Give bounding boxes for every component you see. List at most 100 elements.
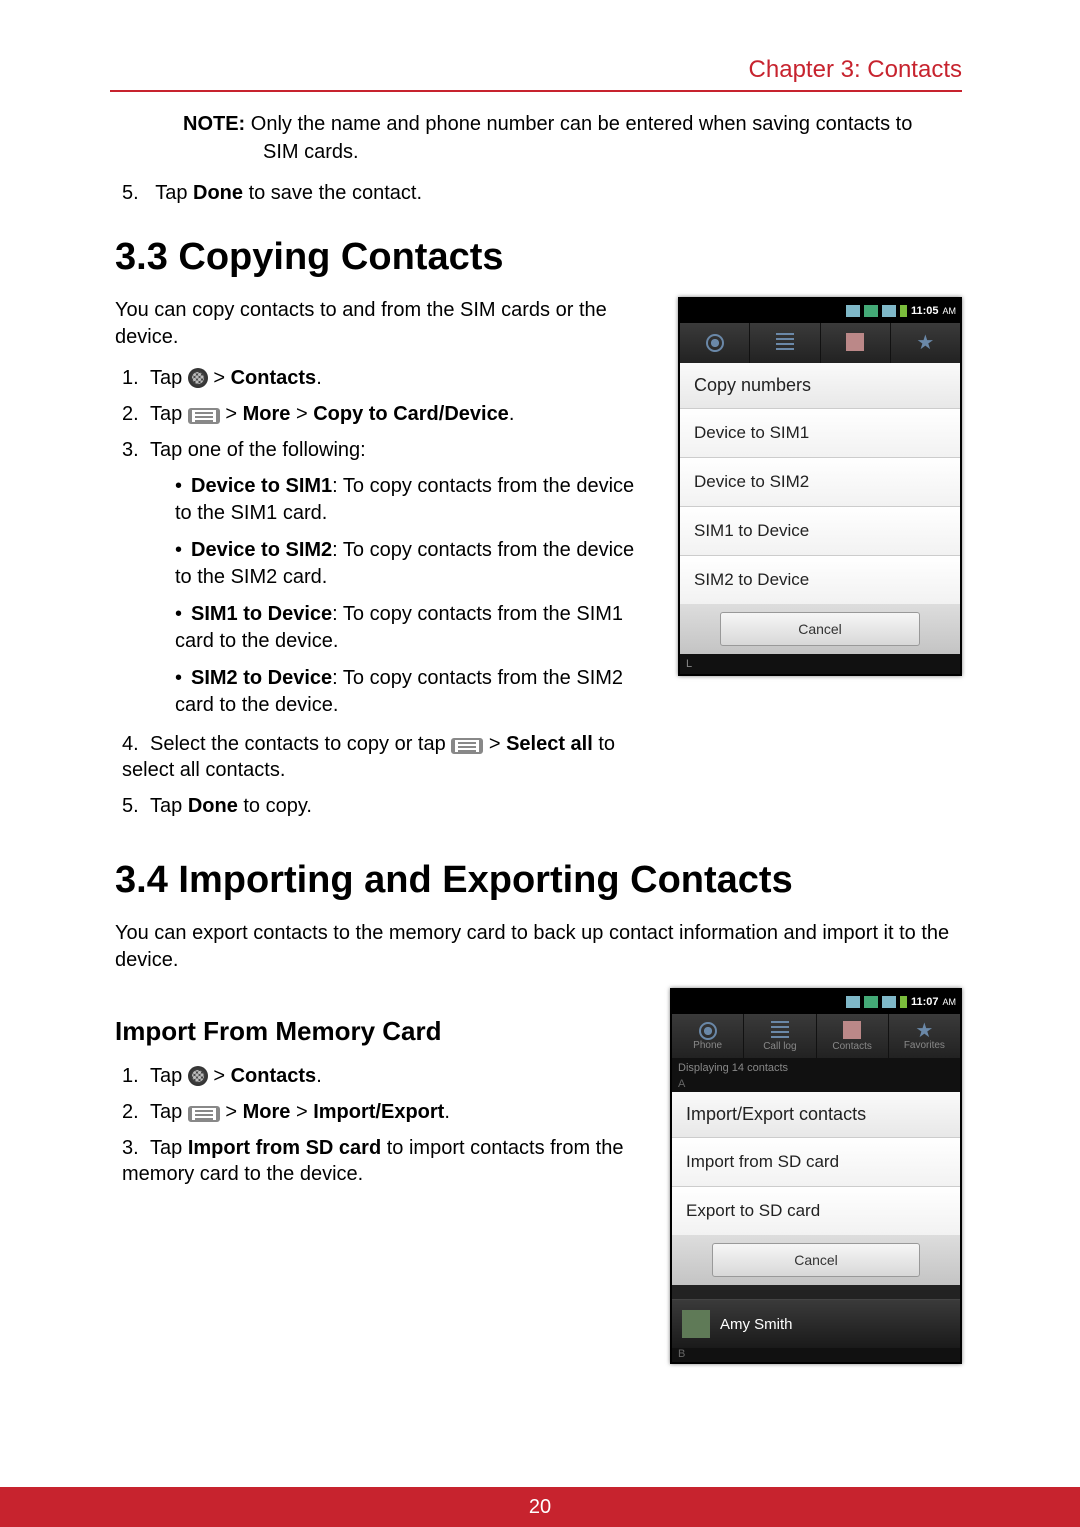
text: Tap: [155, 182, 193, 204]
list-item: 5.Tap Done to copy.: [122, 793, 652, 819]
battery-icon: [900, 996, 907, 1008]
signal-icon: [846, 996, 860, 1008]
sub-list-item: •SIM2 to Device: To copy contacts from t…: [175, 665, 655, 719]
section-title-3-4: 3.4 Importing and Exporting Contacts: [115, 859, 962, 902]
signal-icon: [846, 305, 860, 317]
done-keyword: Done: [193, 182, 243, 204]
header-rule: [110, 90, 962, 92]
cancel-button[interactable]: Cancel: [720, 612, 920, 646]
menu-icon: [451, 738, 483, 754]
keyword: Done: [188, 795, 238, 817]
dialog-item[interactable]: SIM1 to Device: [680, 506, 960, 555]
sync-icon: [864, 305, 878, 317]
sync-icon: [864, 996, 878, 1008]
sub-list-item: •SIM1 to Device: To copy contacts from t…: [175, 601, 655, 655]
note-label: NOTE:: [183, 113, 245, 135]
tab-calllog[interactable]: Call log: [744, 1014, 816, 1058]
note-text-2: SIM cards.: [183, 138, 962, 166]
keyword: Contacts: [231, 367, 317, 389]
status-bar: 11:05 AM: [680, 299, 960, 323]
tab-calllog[interactable]: [750, 323, 820, 363]
displaying-text: Displaying 14 contacts: [672, 1058, 960, 1078]
note-text: Only the name and phone number can be en…: [251, 113, 913, 135]
text: Tap: [150, 1101, 188, 1123]
keyword: More: [243, 1101, 291, 1123]
text: >: [290, 1101, 313, 1123]
text: .: [316, 367, 322, 389]
list-num: 5.: [122, 793, 150, 819]
tab-phone[interactable]: [680, 323, 750, 363]
list-num: 2.: [122, 1099, 150, 1125]
keyword: Copy to Card/Device: [313, 403, 509, 425]
tab-favorites[interactable]: ★Favorites: [889, 1014, 960, 1058]
dialog-title: Import/Export contacts: [672, 1092, 960, 1137]
battery-icon: [900, 305, 907, 317]
status-time: 11:05: [911, 305, 939, 317]
bullet: •: [175, 473, 191, 500]
apps-icon: [188, 1066, 208, 1086]
tab-bar: ★: [680, 323, 960, 363]
text: Tap: [150, 367, 188, 389]
apps-icon: [188, 368, 208, 388]
text: >: [290, 403, 313, 425]
list-num: 1.: [122, 1063, 150, 1089]
cancel-button[interactable]: Cancel: [712, 1243, 920, 1277]
sub-list-item: •Device to SIM1: To copy contacts from t…: [175, 473, 655, 527]
text: >: [483, 733, 506, 755]
section-letter-b: B: [672, 1348, 960, 1362]
signal-icon: [882, 305, 896, 317]
list-num: 4.: [122, 731, 150, 757]
tab-label: Phone: [693, 1040, 722, 1051]
dialog-item[interactable]: Device to SIM2: [680, 457, 960, 506]
backdrop-letter: L: [680, 654, 960, 674]
list-item: 4.Select the contacts to copy or tap > S…: [122, 731, 652, 783]
screenshot-copy-numbers: 11:05 AM ★ Copy numbers Device to SIM1 D…: [678, 297, 962, 676]
chapter-header: Chapter 3: Contacts: [749, 56, 962, 84]
text: >: [220, 1101, 243, 1123]
bullet: •: [175, 601, 191, 628]
tab-label: Contacts: [832, 1041, 871, 1052]
keyword: More: [243, 403, 291, 425]
section-intro: You can copy contacts to and from the SI…: [115, 297, 645, 351]
text: >: [208, 1065, 231, 1087]
keyword: SIM2 to Device: [191, 667, 332, 689]
section-title-3-3: 3.3 Copying Contacts: [115, 236, 962, 279]
tab-bar: Phone Call log Contacts ★Favorites: [672, 1014, 960, 1058]
tab-phone[interactable]: Phone: [672, 1014, 744, 1058]
list-item: 1.Tap > Contacts.: [122, 1063, 635, 1089]
text: Tap one of the following:: [150, 439, 366, 461]
contact-row[interactable]: Amy Smith: [672, 1299, 960, 1348]
dialog-title: Copy numbers: [680, 363, 960, 408]
text: .: [316, 1065, 322, 1087]
keyword: Contacts: [231, 1065, 317, 1087]
tab-contacts[interactable]: Contacts: [817, 1014, 889, 1058]
status-bar: 11:07 AM: [672, 990, 960, 1014]
dialog-item[interactable]: Import from SD card: [672, 1137, 960, 1186]
dialog-item[interactable]: Export to SD card: [672, 1186, 960, 1235]
list-icon: [776, 333, 794, 351]
list-item: 5. Tap Done to save the contact.: [122, 180, 962, 206]
dialog-item[interactable]: SIM2 to Device: [680, 555, 960, 604]
dialog-item[interactable]: Device to SIM1: [680, 408, 960, 457]
dialog-button-row: Cancel: [672, 1235, 960, 1285]
list-item: 3.Tap Import from SD card to import cont…: [122, 1135, 635, 1187]
tab-favorites[interactable]: ★: [891, 323, 960, 363]
star-icon: ★: [915, 1022, 933, 1040]
section-intro: You can export contacts to the memory ca…: [115, 920, 962, 974]
text: .: [444, 1101, 450, 1123]
phone-icon: [706, 334, 724, 352]
list-item: 2.Tap > More > Import/Export.: [122, 1099, 635, 1125]
status-time: 11:07: [911, 996, 939, 1008]
status-ampm: AM: [943, 997, 957, 1007]
sub-list-item: •Device to SIM2: To copy contacts from t…: [175, 537, 655, 591]
text: Tap: [150, 795, 188, 817]
tab-label: Call log: [763, 1041, 796, 1052]
tab-contacts[interactable]: [821, 323, 891, 363]
text: Tap: [150, 1137, 188, 1159]
list-num: 1.: [122, 365, 150, 391]
dialog-button-row: Cancel: [680, 604, 960, 654]
section-letter-a: A: [672, 1078, 960, 1092]
text: to save the contact.: [243, 182, 422, 204]
keyword: Select all: [506, 733, 593, 755]
contacts-icon: [843, 1021, 861, 1039]
